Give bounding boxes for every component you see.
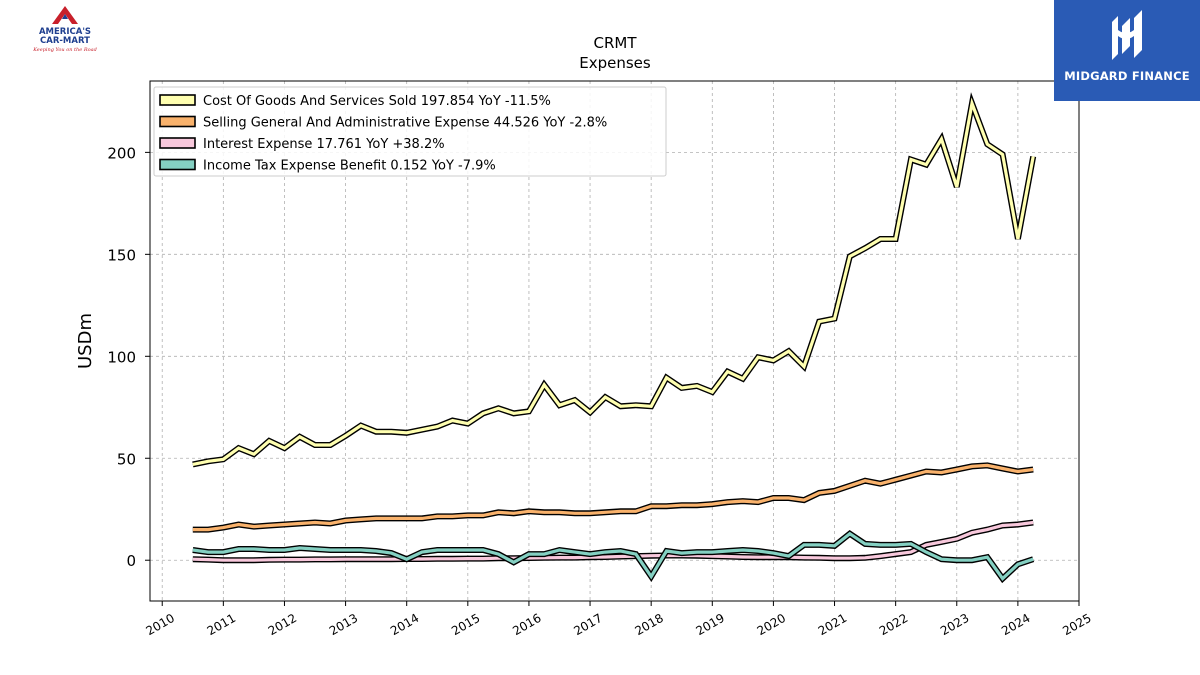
legend-label-2: Interest Expense 17.761 YoY +38.2% [203,137,445,152]
x-tick-label: 2015 [449,611,482,638]
midgard-finance-logo: MIDGARD FINANCE [1054,0,1200,101]
y-tick-label: 0 [126,552,136,570]
car-mart-name-line1: AMERICA'S [38,27,92,37]
americas-car-mart-logo: AMERICA'S CAR-MART Keeping You on the Ro… [26,6,104,53]
x-tick-label: 2025 [1060,611,1093,638]
y-axis-label: USDm [75,313,96,369]
car-mart-name-line2: CAR-MART [40,36,90,46]
x-tick-label: 2016 [510,611,543,638]
legend-swatch-2 [159,137,196,149]
series-line-0 [192,97,1035,466]
legend-box [153,86,667,177]
series-layer [192,92,1037,584]
axes: 2010 2011 2012 2013 2014 2015 2016 2017 2018 2019… [107,144,1093,638]
legend-swatch-0 [159,94,196,106]
chart-subtitle: Expenses [579,54,651,72]
chart-title: CRMT [593,34,637,52]
x-tick-label: 2021 [816,611,849,638]
y-tick-label: 50 [117,450,136,468]
x-tick-label: 2017 [571,611,604,638]
x-tick-label: 2023 [938,611,971,638]
x-tick-label: 2018 [632,611,665,638]
plot-frame [149,80,1080,602]
x-tick-label: 2011 [205,611,238,638]
legend-swatch-1 [159,115,196,128]
series-line-3 [192,531,1034,582]
x-tick-label: 2014 [388,611,421,638]
series-line-2 [192,520,1034,562]
midgard-emblem-icon [1112,10,1142,60]
x-tick-label: 2012 [266,611,299,638]
midgard-finance-name: MIDGARD FINANCE [1064,69,1190,83]
y-tick-label: 100 [107,348,136,366]
x-tick-label: 2020 [755,611,788,638]
legend-label-1: Selling General And Administrative Expen… [203,116,607,131]
x-tick-label: 2019 [694,611,727,638]
legend: Cost Of Goods And Services Sold 197.854 … [153,86,667,177]
y-tick-label: 150 [107,246,136,264]
legend-label-3: Income Tax Expense Benefit 0.152 YoY -7.… [203,159,496,174]
x-tick-label: 2010 [143,611,176,638]
x-tick-label: 2024 [999,611,1032,638]
x-tick-label: 2022 [877,611,910,638]
series-line-1 [192,463,1034,532]
car-mart-tagline: Keeping You on the Road [33,47,97,53]
y-tick-label: 200 [107,144,136,162]
legend-label-0: Cost Of Goods And Services Sold 197.854 … [203,94,551,109]
legend-swatch-3 [159,158,196,171]
x-tick-label: 2013 [327,611,360,638]
car-mart-emblem-icon [52,6,78,24]
